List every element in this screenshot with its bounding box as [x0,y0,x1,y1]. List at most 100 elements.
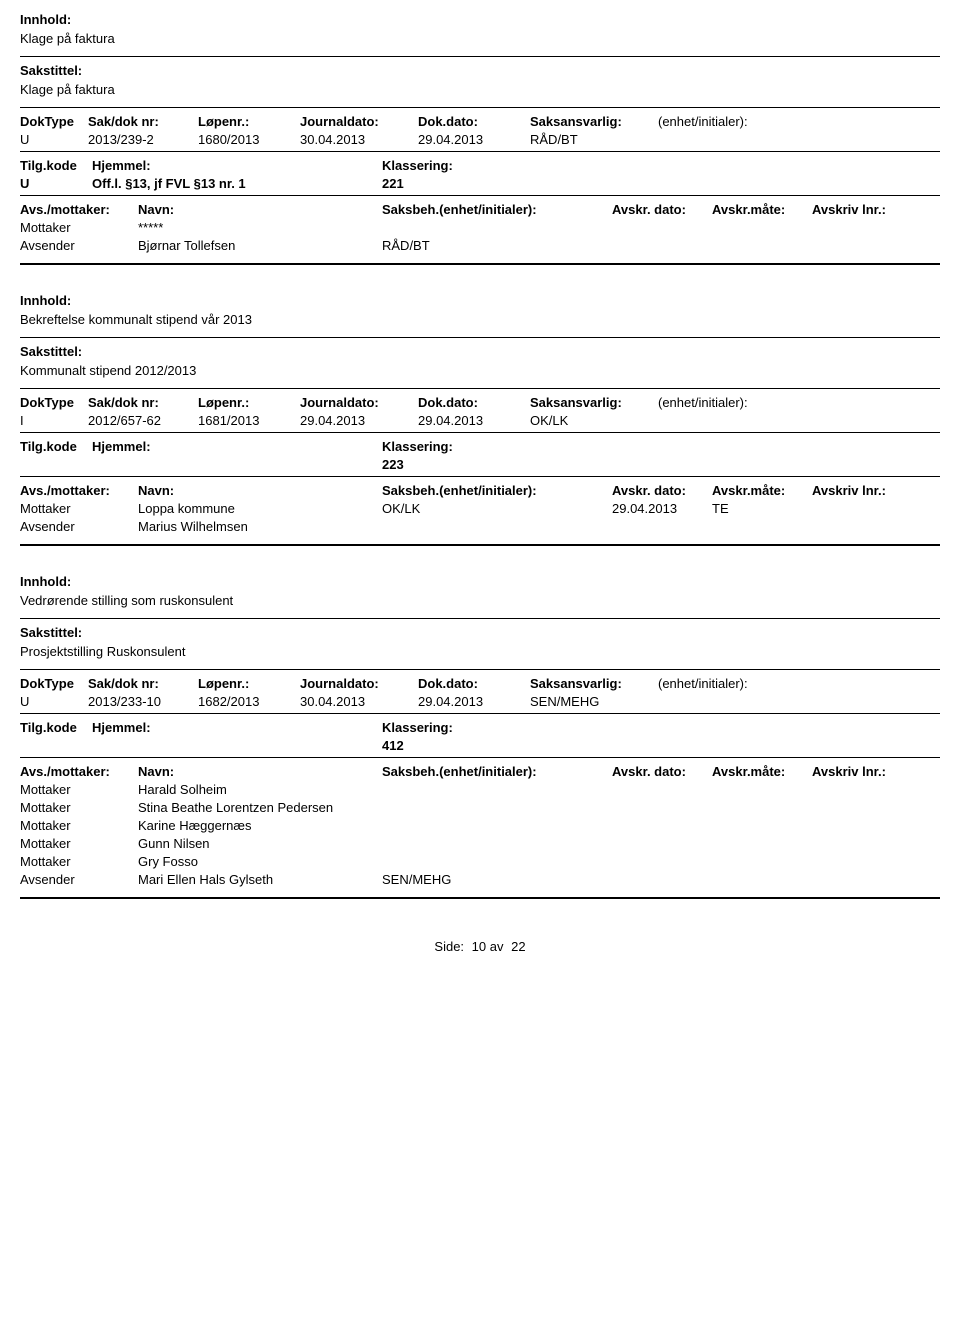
party-role: Mottaker [20,220,138,235]
data-row: U2013/233-101682/201330.04.201329.04.201… [20,694,940,709]
party-name: Mari Ellen Hals Gylseth [138,872,382,887]
avskrlnr-header: Avskriv lnr.: [812,483,912,498]
lopenr-header: Løpenr.: [198,395,300,410]
av-label: av [490,939,504,954]
saksansvarlig-value: SEN/MEHG [530,694,658,709]
record-separator [20,263,940,265]
avskrlnr-header: Avskriv lnr.: [812,764,912,779]
journaldato-value: 29.04.2013 [300,413,418,428]
page-footer: Side: 10 av 22 [20,939,940,954]
page-total: 22 [511,939,525,954]
avsmottaker-header: Avs./mottaker: [20,202,138,217]
journal-record: Innhold:Klage på fakturaSakstittel:Klage… [20,12,940,265]
party-name: Karine Hæggernæs [138,818,382,833]
party-role: Mottaker [20,800,138,815]
party-row: AvsenderMarius Wilhelmsen [20,519,940,534]
sakstittel-value: Prosjektstilling Ruskonsulent [20,644,940,659]
sakdok-header: Sak/dok nr: [88,114,198,129]
lopenr-value: 1681/2013 [198,413,300,428]
sakdok-value: 2013/239-2 [88,132,198,147]
data-row: 412 [20,738,940,753]
party-row: MottakerLoppa kommuneOK/LK29.04.2013TE [20,501,940,516]
dokdato-value: 29.04.2013 [418,132,530,147]
sakdok-header: Sak/dok nr: [88,676,198,691]
sakdok-value: 2012/657-62 [88,413,198,428]
sakdok-header: Sak/dok nr: [88,395,198,410]
party-role: Mottaker [20,782,138,797]
party-role: Mottaker [20,836,138,851]
record-separator [20,544,940,546]
saksbeh-header: Saksbeh.(enhet/initialer): [382,202,612,217]
navn-header: Navn: [138,764,382,779]
data-row: Tilg.kodeHjemmel:Klassering: [20,439,940,454]
data-row: DokTypeSak/dok nr:Løpenr.:Journaldato:Do… [20,395,940,410]
thin-rule [20,388,940,389]
party-name: Gry Fosso [138,854,382,869]
data-row: I2012/657-621681/201329.04.201329.04.201… [20,413,940,428]
hjemmel-header: Hjemmel: [92,439,382,454]
saksansvarlig-header: Saksansvarlig: [530,395,658,410]
data-row: U2013/239-21680/201330.04.201329.04.2013… [20,132,940,147]
thin-rule [20,151,940,152]
party-role: Avsender [20,238,138,253]
doktype-value: I [20,413,88,428]
data-row: 223 [20,457,940,472]
avskrdato-header: Avskr. dato: [612,483,712,498]
journaldato-header: Journaldato: [300,395,418,410]
party-row: AvsenderMari Ellen Hals GylsethSEN/MEHG [20,872,940,887]
klassering-value: 412 [382,738,502,753]
tilgkode-value: U [20,176,92,191]
thin-rule [20,476,940,477]
dokdato-header: Dok.dato: [418,676,530,691]
thin-rule [20,713,940,714]
saksbeh-header: Saksbeh.(enhet/initialer): [382,483,612,498]
avskrdato-header: Avskr. dato: [612,202,712,217]
innhold-value: Vedrørende stilling som ruskonsulent [20,593,940,608]
party-row: MottakerHarald Solheim [20,782,940,797]
innhold-label: Innhold: [20,293,940,308]
doktype-header: DokType [20,676,88,691]
thin-rule [20,669,940,670]
klassering-header: Klassering: [382,439,502,454]
thin-rule [20,432,940,433]
saksansvarlig-header: Saksansvarlig: [530,114,658,129]
doktype-header: DokType [20,395,88,410]
avskrmate-header: Avskr.måte: [712,483,812,498]
thin-rule [20,757,940,758]
saksbeh-header: Saksbeh.(enhet/initialer): [382,764,612,779]
data-row: DokTypeSak/dok nr:Løpenr.:Journaldato:Do… [20,676,940,691]
journaldato-header: Journaldato: [300,676,418,691]
party-row: MottakerGry Fosso [20,854,940,869]
thin-rule [20,337,940,338]
party-saksbeh: RÅD/BT [382,238,612,253]
page-current: 10 [472,939,486,954]
tilgkode-header: Tilg.kode [20,720,92,735]
innhold-label: Innhold: [20,12,940,27]
klassering-value: 223 [382,457,502,472]
party-name: Harald Solheim [138,782,382,797]
hjemmel-value: Off.l. §13, jf FVL §13 nr. 1 [92,176,382,191]
navn-header: Navn: [138,202,382,217]
avsmottaker-header: Avs./mottaker: [20,764,138,779]
sakstittel-label: Sakstittel: [20,344,940,359]
dokdato-value: 29.04.2013 [418,413,530,428]
party-role: Avsender [20,872,138,887]
thin-rule [20,56,940,57]
avskrmate-header: Avskr.måte: [712,202,812,217]
party-row: MottakerGunn Nilsen [20,836,940,851]
doktype-value: U [20,694,88,709]
data-row: DokTypeSak/dok nr:Løpenr.:Journaldato:Do… [20,114,940,129]
data-row: UOff.l. §13, jf FVL §13 nr. 1221 [20,176,940,191]
sakdok-value: 2013/233-10 [88,694,198,709]
lopenr-value: 1682/2013 [198,694,300,709]
innhold-label: Innhold: [20,574,940,589]
party-name: Bjørnar Tollefsen [138,238,382,253]
doktype-value: U [20,132,88,147]
thin-rule [20,618,940,619]
avskrlnr-header: Avskriv lnr.: [812,202,912,217]
party-name: Stina Beathe Lorentzen Pedersen [138,800,382,815]
klassering-value: 221 [382,176,502,191]
dokdato-header: Dok.dato: [418,114,530,129]
journal-record: Innhold: Bekreftelse kommunalt stipend vå… [20,293,940,546]
innhold-value: Bekreftelse kommunalt stipend vår 2013 [20,312,940,327]
